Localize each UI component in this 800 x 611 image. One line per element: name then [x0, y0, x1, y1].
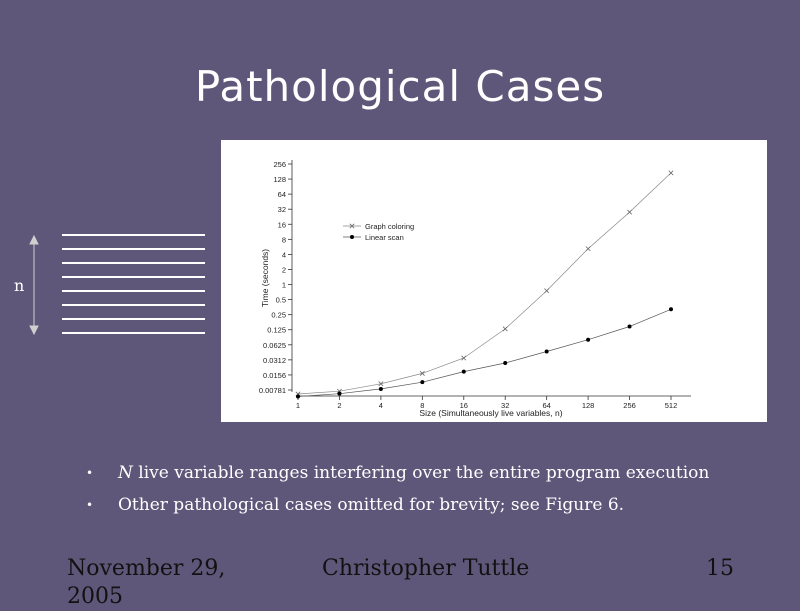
y-tick-label: 0.0312: [263, 356, 286, 365]
series-line: [297, 308, 672, 397]
data-point: [586, 337, 591, 342]
data-point: [668, 170, 674, 176]
bullet-text: live variable ranges interfering over th…: [132, 463, 710, 483]
chart-series: [295, 170, 674, 399]
x-tick-label: 64: [542, 401, 550, 410]
chart-legend: Graph coloring Linear scan: [343, 222, 414, 242]
slide-title: Pathological Cases: [194, 62, 606, 111]
footer-date: November 29, 2005: [67, 556, 226, 609]
n-arrow: [29, 234, 39, 336]
bullet-icon: •: [86, 466, 94, 480]
data-point: [669, 307, 673, 312]
data-point: [378, 386, 383, 391]
live-ranges-diagram: n: [14, 234, 205, 336]
footer-author: Christopher Tuttle: [322, 556, 530, 581]
data-point: [585, 246, 591, 252]
data-point: [461, 355, 467, 361]
y-tick-label: 128: [273, 175, 286, 184]
bullet-item: • Other pathological cases omitted for b…: [84, 491, 784, 523]
y-tick-label: 8: [282, 235, 286, 244]
data-point: [419, 370, 425, 376]
legend-marker: [350, 235, 354, 239]
data-point: [378, 381, 384, 387]
y-tick-label: 16: [278, 220, 286, 229]
y-tick-label: 0.125: [267, 326, 286, 335]
chart-panel: 0.00781 0.0156 0.0312 0.0625 0.125 0.25 0.5 1 2 4…: [221, 140, 767, 422]
interference-lines: [62, 234, 205, 334]
legend-label: Linear scan: [365, 233, 404, 242]
time-vs-size-chart: 0.00781 0.0156 0.0312 0.0625 0.125 0.25 0.5 1 2 4…: [259, 160, 691, 418]
y-tick-label: 0.0156: [263, 371, 286, 380]
x-tick-label: 128: [582, 401, 595, 410]
chart-ticks: 0.00781 0.0156 0.0312 0.0625 0.125 0.25 0.5 1 2 4…: [259, 160, 677, 410]
y-tick-label: 0.25: [271, 311, 286, 320]
x-tick-label: 512: [665, 401, 678, 410]
x-tick-label: 1: [296, 401, 300, 410]
data-point: [544, 288, 550, 294]
x-tick-label: 2: [337, 401, 341, 410]
y-tick-label: 0.5: [276, 296, 286, 305]
x-tick-label: 16: [460, 401, 468, 410]
y-tick-label: 4: [282, 250, 286, 259]
data-point: [461, 369, 466, 374]
chart-x-label: Size (Simultaneously live variables, n): [419, 408, 562, 418]
y-tick-label: 64: [278, 190, 286, 199]
bullet-emphasis: N: [118, 463, 133, 483]
chart-axes: [291, 160, 691, 397]
data-point: [296, 394, 300, 399]
series-line: [297, 172, 672, 395]
y-tick-label: 0.0625: [263, 341, 286, 350]
data-point: [627, 324, 632, 329]
y-tick-label: 256: [273, 160, 286, 169]
series-graph-coloring: [295, 170, 674, 397]
legend-label: Graph coloring: [365, 222, 414, 231]
y-tick-label: 32: [278, 205, 286, 214]
n-label: n: [14, 276, 24, 295]
chart-y-label: Time (seconds): [260, 249, 270, 307]
legend-marker: [349, 223, 355, 229]
data-point: [503, 361, 508, 366]
y-tick-label: 2: [282, 265, 286, 274]
y-tick-label: 1: [282, 281, 286, 290]
x-tick-label: 256: [623, 401, 636, 410]
x-tick-label: 4: [379, 401, 383, 410]
bullet-list: • N live variable ranges interfering ove…: [84, 459, 784, 523]
series-linear-scan: [296, 307, 673, 399]
data-point: [627, 209, 633, 215]
x-tick-label: 32: [501, 401, 509, 410]
data-point: [544, 349, 549, 354]
y-tick-label: 0.00781: [259, 386, 286, 395]
bullet-item: • N live variable ranges interfering ove…: [84, 459, 784, 491]
data-point: [502, 326, 508, 332]
bullet-icon: •: [86, 498, 94, 512]
bullet-text: Other pathological cases omitted for bre…: [118, 495, 625, 515]
x-tick-label: 8: [420, 401, 424, 410]
data-point: [337, 391, 342, 396]
data-point: [420, 380, 425, 385]
footer-page-number: 15: [706, 556, 734, 581]
